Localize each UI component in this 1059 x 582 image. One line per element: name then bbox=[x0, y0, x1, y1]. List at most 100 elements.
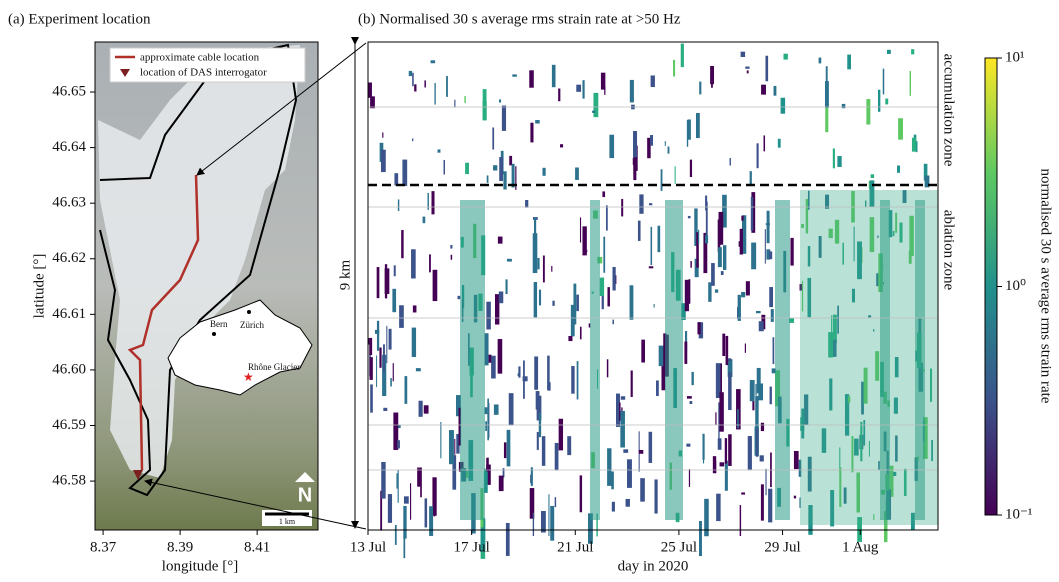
texture bbox=[657, 225, 661, 253]
texture bbox=[432, 477, 437, 516]
texture bbox=[498, 475, 504, 492]
texture bbox=[393, 265, 396, 277]
texture bbox=[660, 169, 663, 191]
texture bbox=[376, 355, 378, 388]
texture bbox=[558, 418, 564, 451]
texture bbox=[766, 249, 771, 260]
texture bbox=[394, 524, 397, 545]
texture bbox=[705, 201, 708, 242]
panel-a-title: (a) Experiment location bbox=[8, 11, 151, 27]
texture bbox=[429, 506, 434, 536]
texture bbox=[719, 462, 725, 467]
texture bbox=[851, 288, 856, 303]
texture bbox=[690, 261, 692, 268]
texture bbox=[689, 401, 693, 404]
texture bbox=[895, 435, 898, 462]
texture bbox=[637, 220, 641, 241]
texture bbox=[625, 498, 630, 507]
x-axis-label: longitude [°] bbox=[162, 558, 238, 574]
legend-triangle bbox=[120, 69, 130, 77]
texture bbox=[746, 70, 749, 74]
texture bbox=[658, 345, 664, 367]
texture bbox=[379, 347, 382, 368]
texture bbox=[898, 118, 903, 140]
texture bbox=[722, 333, 726, 357]
texture bbox=[825, 106, 829, 133]
texture bbox=[705, 195, 708, 211]
texture bbox=[633, 131, 638, 158]
connector-arrow bbox=[196, 42, 367, 176]
texture bbox=[704, 498, 709, 537]
texture bbox=[857, 241, 862, 280]
texture bbox=[763, 135, 766, 152]
panel-b-title: (b) Normalised 30 s average rms strain r… bbox=[358, 11, 681, 27]
texture bbox=[728, 372, 732, 411]
texture bbox=[832, 148, 835, 169]
texture bbox=[501, 105, 507, 131]
texture bbox=[368, 338, 370, 345]
texture bbox=[656, 380, 659, 397]
texture bbox=[741, 215, 744, 221]
texture bbox=[518, 366, 521, 378]
texture bbox=[495, 294, 500, 325]
texture bbox=[665, 200, 683, 520]
texture bbox=[751, 192, 756, 233]
texture bbox=[396, 473, 398, 489]
texture bbox=[534, 356, 539, 390]
texture bbox=[492, 127, 495, 150]
texture bbox=[609, 134, 615, 159]
texture bbox=[484, 333, 489, 366]
inset-label: Rhône Glacier bbox=[248, 362, 300, 372]
texture bbox=[667, 146, 670, 154]
texture bbox=[715, 412, 717, 425]
y-tick-label: 46.58 bbox=[52, 473, 86, 489]
texture bbox=[873, 514, 875, 521]
texture bbox=[620, 410, 625, 448]
texture bbox=[745, 281, 750, 296]
texture bbox=[663, 333, 667, 367]
texture bbox=[755, 310, 761, 314]
texture bbox=[573, 283, 577, 325]
texture bbox=[411, 249, 416, 279]
texture bbox=[780, 97, 786, 114]
texture bbox=[911, 137, 917, 152]
texture bbox=[488, 354, 492, 363]
texture bbox=[606, 359, 609, 378]
texture bbox=[493, 404, 499, 415]
texture bbox=[370, 96, 375, 109]
texture bbox=[607, 287, 610, 307]
texture bbox=[868, 440, 870, 457]
texture bbox=[841, 103, 846, 109]
texture bbox=[522, 376, 528, 382]
texture bbox=[532, 512, 535, 536]
texture bbox=[888, 210, 893, 238]
texture bbox=[688, 279, 691, 304]
texture bbox=[512, 74, 517, 77]
texture bbox=[414, 84, 417, 92]
texture bbox=[729, 158, 731, 166]
texture bbox=[583, 249, 588, 253]
inset-label: Zürich bbox=[240, 320, 264, 330]
texture bbox=[739, 505, 742, 536]
texture bbox=[540, 510, 546, 533]
texture bbox=[801, 408, 805, 439]
texture bbox=[699, 521, 702, 557]
texture bbox=[895, 212, 898, 233]
texture bbox=[437, 149, 441, 153]
texture bbox=[404, 376, 408, 404]
texture bbox=[530, 467, 533, 486]
texture bbox=[533, 217, 537, 260]
texture bbox=[915, 141, 918, 153]
texture bbox=[620, 396, 626, 400]
texture bbox=[756, 367, 761, 394]
texture bbox=[368, 82, 372, 98]
connector-arrow bbox=[144, 478, 367, 530]
texture bbox=[456, 433, 460, 454]
texture bbox=[506, 429, 511, 467]
texture bbox=[486, 457, 489, 472]
texture bbox=[633, 145, 638, 171]
texture bbox=[535, 391, 540, 410]
texture bbox=[789, 318, 795, 323]
x-tick-label: 8.39 bbox=[167, 539, 193, 555]
texture bbox=[551, 64, 556, 88]
